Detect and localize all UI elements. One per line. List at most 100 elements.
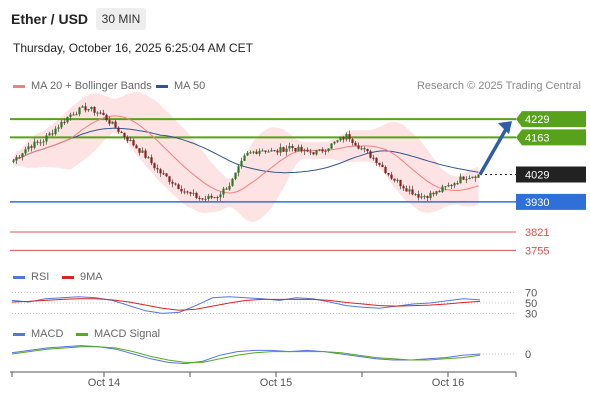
level-label-3930: 3930 bbox=[525, 197, 549, 209]
candle-body bbox=[120, 131, 123, 133]
macd-signal-swatch bbox=[76, 332, 88, 336]
candle-body bbox=[282, 147, 285, 152]
candle-body bbox=[15, 157, 18, 161]
candle-body bbox=[246, 152, 249, 156]
candle-body bbox=[45, 135, 48, 142]
rsi-level-label: 70 bbox=[525, 288, 537, 300]
candle-body bbox=[255, 151, 258, 154]
candle-body bbox=[444, 186, 447, 188]
rsi-level-label: 30 bbox=[525, 308, 537, 320]
candle-body bbox=[228, 185, 231, 190]
candle-body bbox=[60, 121, 63, 128]
candle-body bbox=[384, 167, 387, 173]
level-label-3755: 3755 bbox=[525, 245, 549, 257]
candle-body bbox=[234, 172, 237, 179]
candle-body bbox=[33, 141, 36, 148]
candle-body bbox=[57, 127, 60, 129]
chart-datetime: Thursday, October 16, 2025 6:25:04 AM CE… bbox=[13, 41, 253, 55]
candle-body bbox=[468, 177, 471, 180]
candle-body bbox=[405, 188, 408, 192]
candle-body bbox=[195, 192, 198, 198]
candle-body bbox=[87, 109, 90, 111]
candle-body bbox=[30, 146, 33, 148]
candle-body bbox=[204, 198, 207, 200]
candle-body bbox=[207, 195, 210, 199]
candle-body bbox=[321, 149, 324, 152]
instrument-title: Ether / USD bbox=[11, 11, 89, 27]
candle-body bbox=[354, 142, 357, 146]
candle-body bbox=[273, 150, 276, 152]
candle-body bbox=[306, 149, 309, 152]
candle-body bbox=[423, 196, 426, 198]
candle-body bbox=[264, 150, 267, 152]
candle-body bbox=[324, 151, 327, 152]
candle-body bbox=[390, 174, 393, 179]
legend-ma20: MA 20 + Bollinger Bands bbox=[13, 80, 152, 92]
candle-body bbox=[132, 140, 135, 146]
timeframe-button[interactable]: 30 MIN bbox=[96, 8, 146, 30]
candle-body bbox=[90, 107, 93, 109]
macd-zero-label: 0 bbox=[525, 349, 531, 361]
candle-body bbox=[471, 176, 474, 178]
candle-body bbox=[96, 112, 99, 114]
ma50-swatch bbox=[156, 84, 168, 88]
candle-body bbox=[393, 178, 396, 181]
candle-body bbox=[111, 121, 114, 124]
candle-body bbox=[312, 152, 315, 155]
candle-body bbox=[99, 112, 102, 114]
x-tick-label: Oct 16 bbox=[431, 377, 465, 389]
ma50-label: MA 50 bbox=[174, 80, 206, 92]
candle-body bbox=[330, 143, 333, 149]
candle-body bbox=[129, 140, 132, 141]
candle-body bbox=[126, 137, 129, 141]
candle-body bbox=[420, 196, 423, 198]
candle-body bbox=[447, 185, 450, 187]
candle-body bbox=[249, 152, 252, 154]
candle-body bbox=[189, 192, 192, 194]
candle-body bbox=[216, 197, 219, 199]
candle-body bbox=[225, 188, 228, 190]
candle-body bbox=[267, 151, 270, 153]
candle-body bbox=[399, 179, 402, 187]
candle-body bbox=[168, 176, 171, 182]
candle-body bbox=[171, 181, 174, 184]
candle-body bbox=[327, 148, 330, 151]
projection-arrow bbox=[478, 128, 508, 176]
candle-body bbox=[318, 149, 321, 151]
candle-body bbox=[156, 168, 159, 170]
candle-body bbox=[309, 151, 312, 153]
rsi-swatch bbox=[13, 275, 25, 279]
candle-body bbox=[51, 133, 54, 135]
candle-body bbox=[459, 176, 462, 184]
rsi-ma-line bbox=[11, 298, 481, 311]
candle-body bbox=[150, 157, 153, 164]
ma50-line bbox=[13, 127, 479, 174]
candle-body bbox=[438, 191, 441, 193]
level-tag-4163 bbox=[516, 129, 586, 146]
candle-body bbox=[441, 186, 444, 192]
level-label-3821: 3821 bbox=[525, 227, 549, 239]
candle-body bbox=[192, 192, 195, 194]
candle-body bbox=[72, 114, 75, 116]
candle-body bbox=[279, 147, 282, 153]
legend-rsi-ma: 9MA bbox=[62, 271, 103, 283]
candle-body bbox=[429, 192, 432, 198]
candle-body bbox=[258, 150, 261, 154]
candle-body bbox=[159, 169, 162, 174]
candle-body bbox=[357, 145, 360, 149]
candle-body bbox=[315, 150, 318, 155]
candle-body bbox=[243, 155, 246, 161]
candle-body bbox=[465, 179, 468, 181]
candle-body bbox=[477, 174, 480, 178]
candle-body bbox=[42, 141, 45, 143]
candle-body bbox=[363, 148, 366, 150]
legend-macd-signal: MACD Signal bbox=[76, 328, 160, 340]
rsi-label: RSI bbox=[31, 271, 50, 283]
candle-body bbox=[123, 132, 126, 137]
candle-body bbox=[417, 194, 420, 198]
candle-body bbox=[453, 183, 456, 186]
candle-body bbox=[108, 120, 111, 124]
candle-body bbox=[174, 183, 177, 185]
candle-body bbox=[351, 139, 354, 143]
candle-body bbox=[240, 160, 243, 167]
